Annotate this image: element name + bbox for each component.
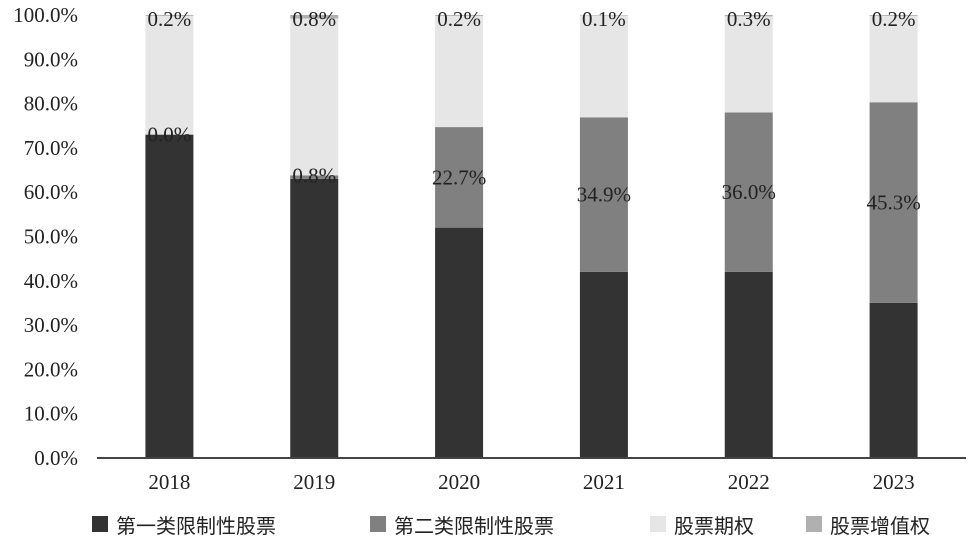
legend-swatch [806,516,822,532]
data-label: 0.1% [582,7,626,31]
bar-segment [869,15,918,16]
bar-segment [724,112,773,272]
legend-item: 第二类限制性股票 [370,508,554,540]
bar-segment [290,175,339,179]
data-label: 22.7% [432,165,486,189]
bar-segment [290,178,339,458]
legend-swatch [650,516,666,532]
x-tick-label: 2021 [583,470,625,494]
bar-segment [579,271,628,458]
bar-segment [869,302,918,458]
bar-segment [869,15,918,103]
bar-segment [145,15,194,16]
bar-segment [869,102,918,303]
y-tick-label: 80.0% [24,92,78,116]
y-tick-label: 40.0% [24,269,78,293]
y-tick-label: 10.0% [24,402,78,426]
data-labels: 0.0% 0.2% 0.8% 0.8% 22.7% 0.2% 34.9% 0.1% 36.0% 0… [148,7,921,215]
y-tick-label: 70.0% [24,136,78,160]
legend-label: 第二类限制性股票 [394,513,554,538]
bar-segment [724,16,773,113]
legend: 第一类限制性股票 第二类限制性股票 股票期权 股票增值权 [0,508,971,540]
data-label: 34.9% [577,183,631,207]
legend-swatch [92,516,108,532]
y-tick-label: 100.0% [13,3,78,27]
x-tick-label: 2019 [293,470,335,494]
data-label: 0.3% [727,7,771,31]
data-label: 45.3% [866,191,920,215]
data-label: 0.8% [292,7,336,31]
bar-segment [724,15,773,17]
legend-label: 第一类限制性股票 [116,513,276,538]
legend-label: 股票增值权 [830,513,930,538]
y-tick-label: 90.0% [24,47,78,71]
bar-segment [290,18,339,176]
y-tick-label: 0.0% [34,446,78,470]
bar-segment [145,134,194,459]
y-axis-ticks: 0.0% 10.0% 20.0% 30.0% 40.0% 50.0% 60.0% 70.0% 8… [13,3,78,470]
x-tick-label: 2018 [148,470,190,494]
x-tick-label: 2022 [728,470,770,494]
data-label: 0.2% [872,7,916,31]
bar-segment [435,227,484,458]
x-tick-label: 2020 [438,470,480,494]
bar-segment [435,127,484,228]
legend-item: 股票期权 [650,508,754,540]
bar-segment [145,15,194,135]
bar-segment [435,15,484,128]
legend-item: 股票增值权 [806,508,930,540]
bar-segment [724,271,773,458]
legend-label: 股票期权 [674,513,754,538]
bar-segment [579,117,628,272]
data-label: 0.2% [148,7,192,31]
y-tick-label: 50.0% [24,225,78,249]
bar-segment [435,15,484,16]
data-label: 0.0% [148,123,192,147]
y-tick-label: 20.0% [24,357,78,381]
data-label: 0.8% [292,163,336,187]
bars [145,15,918,459]
y-tick-label: 60.0% [24,180,78,204]
y-tick-label: 30.0% [24,313,78,337]
bar-segment [579,15,628,118]
x-axis-ticks: 2018 2019 2020 2021 2022 2023 [148,470,914,494]
legend-item: 第一类限制性股票 [92,508,276,540]
legend-swatch [370,516,386,532]
data-label: 0.2% [437,7,481,31]
bar-segment [290,15,339,19]
stacked-bar-chart: 0.0% 10.0% 20.0% 30.0% 40.0% 50.0% 60.0% 70.0% 8… [13,3,966,494]
data-label: 36.0% [722,180,776,204]
x-tick-label: 2023 [873,470,915,494]
